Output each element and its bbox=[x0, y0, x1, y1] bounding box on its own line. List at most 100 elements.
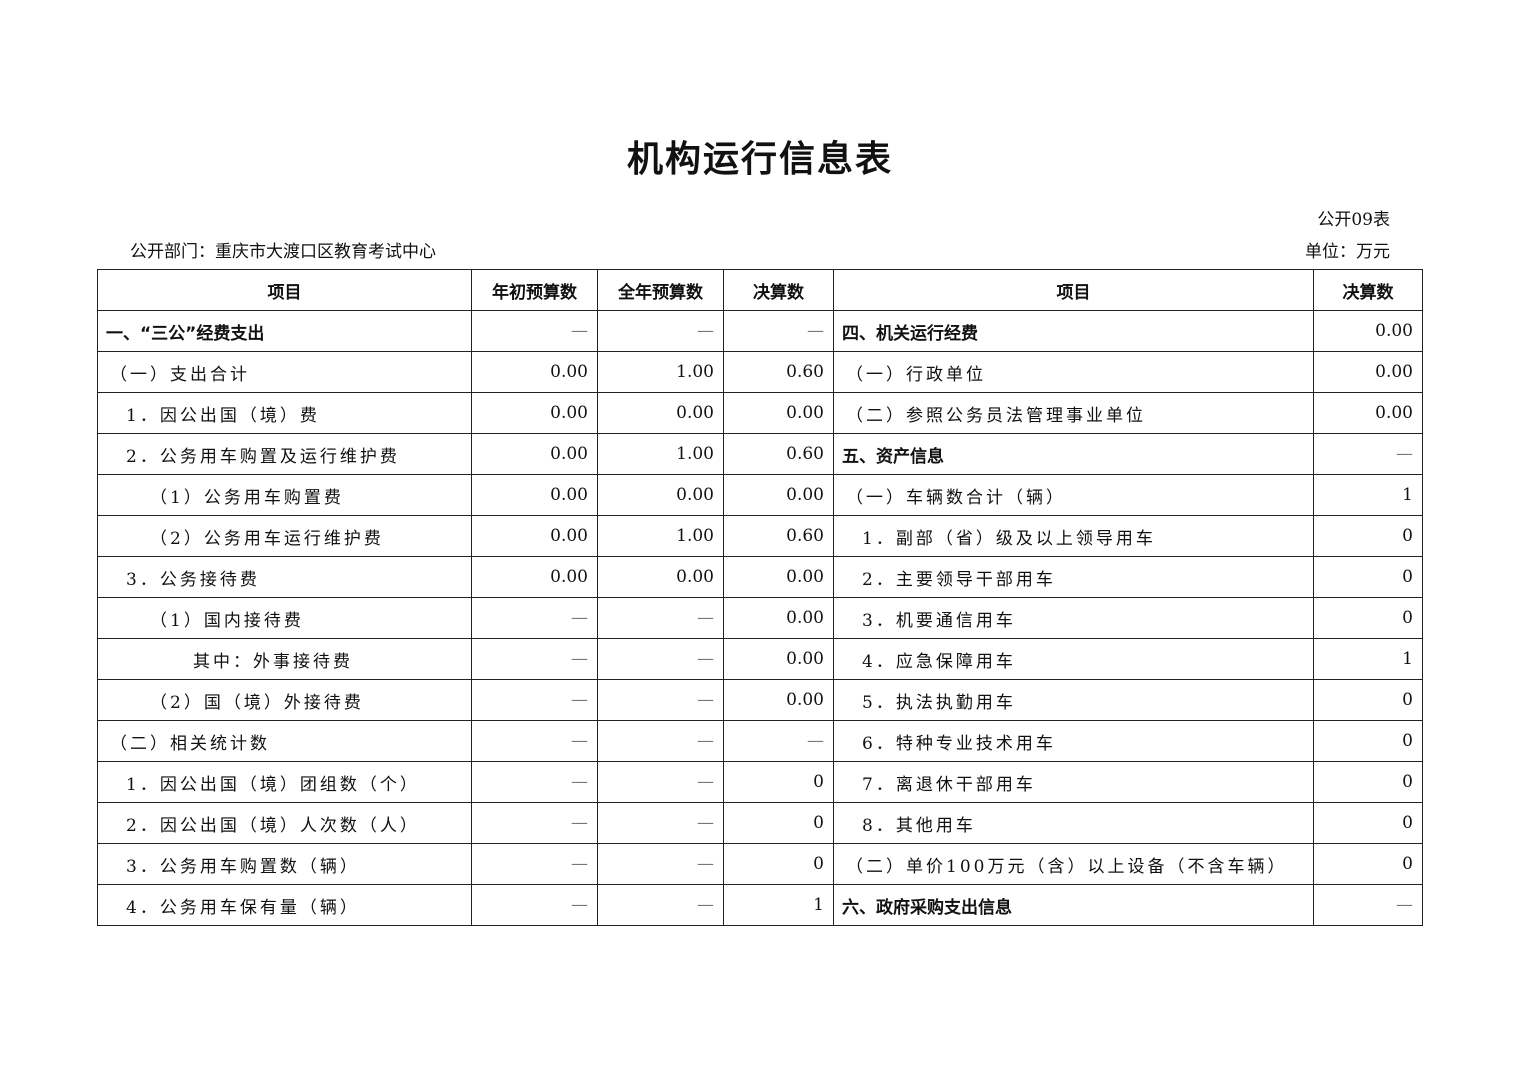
row-item-right: 1．副部（省）级及以上领导用车 bbox=[833, 515, 1314, 557]
table-row: 其中：外事接待费 — —0.00 4．应急保障用车 1 bbox=[97, 638, 1423, 680]
full-year-budget: 1.00 bbox=[597, 515, 724, 557]
initial-budget: 0.00 bbox=[471, 556, 598, 598]
final-account: 0.60 bbox=[723, 515, 834, 557]
table-row: 3．公务用车购置数（辆） — —0 （二）单价100万元（含）以上设备（不含车辆） 0 bbox=[97, 843, 1423, 885]
final-account: 0.60 bbox=[723, 351, 834, 393]
full-year-budget: — bbox=[597, 884, 724, 926]
row-item-right: （一）行政单位 bbox=[833, 351, 1314, 393]
table-row: （2）公务用车运行维护费 0.00 1.00 0.60 1．副部（省）级及以上领导用车 0 bbox=[97, 515, 1423, 557]
final-account: 0.00 bbox=[723, 679, 834, 721]
row-item-right: 4．应急保障用车 bbox=[833, 638, 1314, 680]
table-row: 1．因公出国（境）费 0.00 0.00 0.00 （二）参照公务员法管理事业单位 0.0… bbox=[97, 392, 1423, 434]
full-year-budget: — bbox=[597, 597, 724, 639]
full-year-budget: 0.00 bbox=[597, 474, 724, 516]
row-item: （1）公务用车购置费 bbox=[97, 474, 472, 516]
final-account-right: 0.00 bbox=[1313, 392, 1423, 434]
table-row: （1）公务用车购置费 0.00 0.00 0.00 （一）车辆数合计（辆） 1 bbox=[97, 474, 1423, 516]
final-account-right: 0 bbox=[1313, 843, 1423, 885]
final-account-right: 0 bbox=[1313, 597, 1423, 639]
final-account-right: 0.00 bbox=[1313, 351, 1423, 393]
header-item: 项目 bbox=[97, 269, 472, 311]
final-account-right: 0 bbox=[1313, 802, 1423, 844]
initial-budget: 0.00 bbox=[471, 392, 598, 434]
row-item-right: 8．其他用车 bbox=[833, 802, 1314, 844]
initial-budget: 0.00 bbox=[471, 515, 598, 557]
row-item: （1）国内接待费 bbox=[97, 597, 472, 639]
row-item: （2）国（境）外接待费 bbox=[97, 679, 472, 721]
row-item-right: 6．特种专业技术用车 bbox=[833, 720, 1314, 762]
final-account: — bbox=[723, 720, 834, 762]
unit-label: 单位：万元 bbox=[1305, 242, 1390, 262]
table-row: 3．公务接待费 0.00 0.00 0.00 2．主要领导干部用车 0 bbox=[97, 556, 1423, 598]
row-item-right: 五、资产信息 bbox=[833, 433, 1314, 475]
header-initial-budget: 年初预算数 bbox=[471, 269, 598, 311]
full-year-budget: — bbox=[597, 310, 724, 352]
full-year-budget: 1.00 bbox=[597, 351, 724, 393]
initial-budget: — bbox=[471, 638, 598, 680]
final-account: 1 bbox=[723, 884, 834, 926]
initial-budget: — bbox=[471, 843, 598, 885]
final-account: 0.00 bbox=[723, 638, 834, 680]
final-account-right: 0 bbox=[1313, 720, 1423, 762]
row-item-right: （二）单价100万元（含）以上设备（不含车辆） bbox=[833, 843, 1314, 885]
row-item: （二）相关统计数 bbox=[97, 720, 472, 762]
full-year-budget: — bbox=[597, 761, 724, 803]
table-row: （一）支出合计 0.00 1.00 0.60 （一）行政单位 0.00 bbox=[97, 351, 1423, 393]
final-account: 0 bbox=[723, 843, 834, 885]
final-account-right: — bbox=[1313, 884, 1423, 926]
row-item-right: 2．主要领导干部用车 bbox=[833, 556, 1314, 598]
department: 公开部门：重庆市大渡口区教育考试中心 bbox=[130, 242, 436, 262]
final-account: 0.00 bbox=[723, 597, 834, 639]
initial-budget: — bbox=[471, 679, 598, 721]
table-row: （1）国内接待费 — —0.00 3．机要通信用车 0 bbox=[97, 597, 1423, 639]
table-row: 一、“三公”经费支出 — — — 四、机关运行经费 0.00 bbox=[97, 310, 1423, 352]
header-row: 项目 年初预算数 全年预算数 决算数 项目 决算数 bbox=[97, 269, 1423, 311]
final-account-right: 0.00 bbox=[1313, 310, 1423, 352]
full-year-budget: — bbox=[597, 843, 724, 885]
initial-budget: — bbox=[471, 720, 598, 762]
row-item-right: 四、机关运行经费 bbox=[833, 310, 1314, 352]
page-title: 机构运行信息表 bbox=[626, 139, 893, 180]
full-year-budget: — bbox=[597, 638, 724, 680]
initial-budget: — bbox=[471, 761, 598, 803]
final-account-right: 0 bbox=[1313, 761, 1423, 803]
initial-budget: — bbox=[471, 597, 598, 639]
final-account: 0.00 bbox=[723, 392, 834, 434]
full-year-budget: 1.00 bbox=[597, 433, 724, 475]
full-year-budget: 0.00 bbox=[597, 556, 724, 598]
initial-budget: 0.00 bbox=[471, 433, 598, 475]
final-account: 0 bbox=[723, 761, 834, 803]
initial-budget: — bbox=[471, 884, 598, 926]
final-account: 0.00 bbox=[723, 474, 834, 516]
row-item: （2）公务用车运行维护费 bbox=[97, 515, 472, 557]
initial-budget: — bbox=[471, 310, 598, 352]
final-account-right: 0 bbox=[1313, 679, 1423, 721]
table-row: 2．因公出国（境）人次数（人） — —0 8．其他用车 0 bbox=[97, 802, 1423, 844]
row-item: 4．公务用车保有量（辆） bbox=[97, 884, 472, 926]
row-item: 2．公务用车购置及运行维护费 bbox=[97, 433, 472, 475]
row-item-right: 六、政府采购支出信息 bbox=[833, 884, 1314, 926]
row-item: （一）支出合计 bbox=[97, 351, 472, 393]
initial-budget: — bbox=[471, 802, 598, 844]
row-item-right: 7．离退休干部用车 bbox=[833, 761, 1314, 803]
table-number: 公开09表 bbox=[1317, 210, 1390, 230]
final-account: 0.60 bbox=[723, 433, 834, 475]
final-account-right: 1 bbox=[1313, 474, 1423, 516]
table-row: 1．因公出国（境）团组数（个） — —0 7．离退休干部用车 0 bbox=[97, 761, 1423, 803]
table-row: 2．公务用车购置及运行维护费 0.00 1.00 0.60 五、资产信息 — bbox=[97, 433, 1423, 475]
info-table: 项目 年初预算数 全年预算数 决算数 项目 决算数 一、“三公”经费支出 — — — 四… bbox=[97, 269, 1423, 926]
header-item-right: 项目 bbox=[833, 269, 1314, 311]
row-item: 一、“三公”经费支出 bbox=[97, 310, 472, 352]
header-final-account: 决算数 bbox=[723, 269, 834, 311]
row-item: 其中：外事接待费 bbox=[97, 638, 472, 680]
table-row: （二）相关统计数 — — —6．特种专业技术用车 0 bbox=[97, 720, 1423, 762]
final-account: 0 bbox=[723, 802, 834, 844]
initial-budget: 0.00 bbox=[471, 351, 598, 393]
final-account-right: 0 bbox=[1313, 556, 1423, 598]
full-year-budget: 0.00 bbox=[597, 392, 724, 434]
row-item-right: 5．执法执勤用车 bbox=[833, 679, 1314, 721]
final-account-right: 1 bbox=[1313, 638, 1423, 680]
row-item-right: （二）参照公务员法管理事业单位 bbox=[833, 392, 1314, 434]
header-final-account-right: 决算数 bbox=[1313, 269, 1423, 311]
header-full-year-budget: 全年预算数 bbox=[597, 269, 724, 311]
